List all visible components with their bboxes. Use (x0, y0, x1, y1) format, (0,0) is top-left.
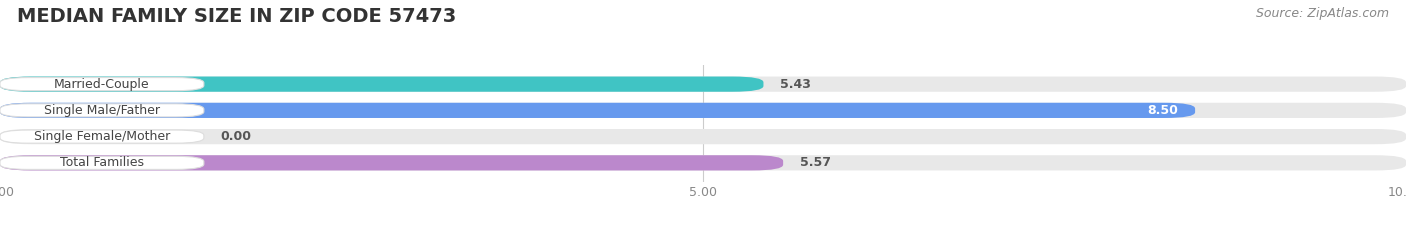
FancyBboxPatch shape (0, 130, 204, 143)
Text: Source: ZipAtlas.com: Source: ZipAtlas.com (1256, 7, 1389, 20)
FancyBboxPatch shape (0, 76, 1406, 92)
Text: 8.50: 8.50 (1147, 104, 1178, 117)
Text: Total Families: Total Families (60, 156, 143, 169)
FancyBboxPatch shape (0, 155, 1406, 171)
FancyBboxPatch shape (0, 76, 763, 92)
FancyBboxPatch shape (0, 156, 204, 169)
Text: Married-Couple: Married-Couple (53, 78, 150, 91)
Text: Single Female/Mother: Single Female/Mother (34, 130, 170, 143)
FancyBboxPatch shape (0, 104, 204, 117)
FancyBboxPatch shape (0, 78, 204, 91)
Text: 5.43: 5.43 (780, 78, 811, 91)
Text: Single Male/Father: Single Male/Father (44, 104, 160, 117)
FancyBboxPatch shape (0, 129, 1406, 144)
FancyBboxPatch shape (0, 103, 1195, 118)
Text: MEDIAN FAMILY SIZE IN ZIP CODE 57473: MEDIAN FAMILY SIZE IN ZIP CODE 57473 (17, 7, 456, 26)
Text: 5.57: 5.57 (800, 156, 831, 169)
Text: 0.00: 0.00 (221, 130, 252, 143)
FancyBboxPatch shape (0, 155, 783, 171)
FancyBboxPatch shape (0, 103, 1406, 118)
